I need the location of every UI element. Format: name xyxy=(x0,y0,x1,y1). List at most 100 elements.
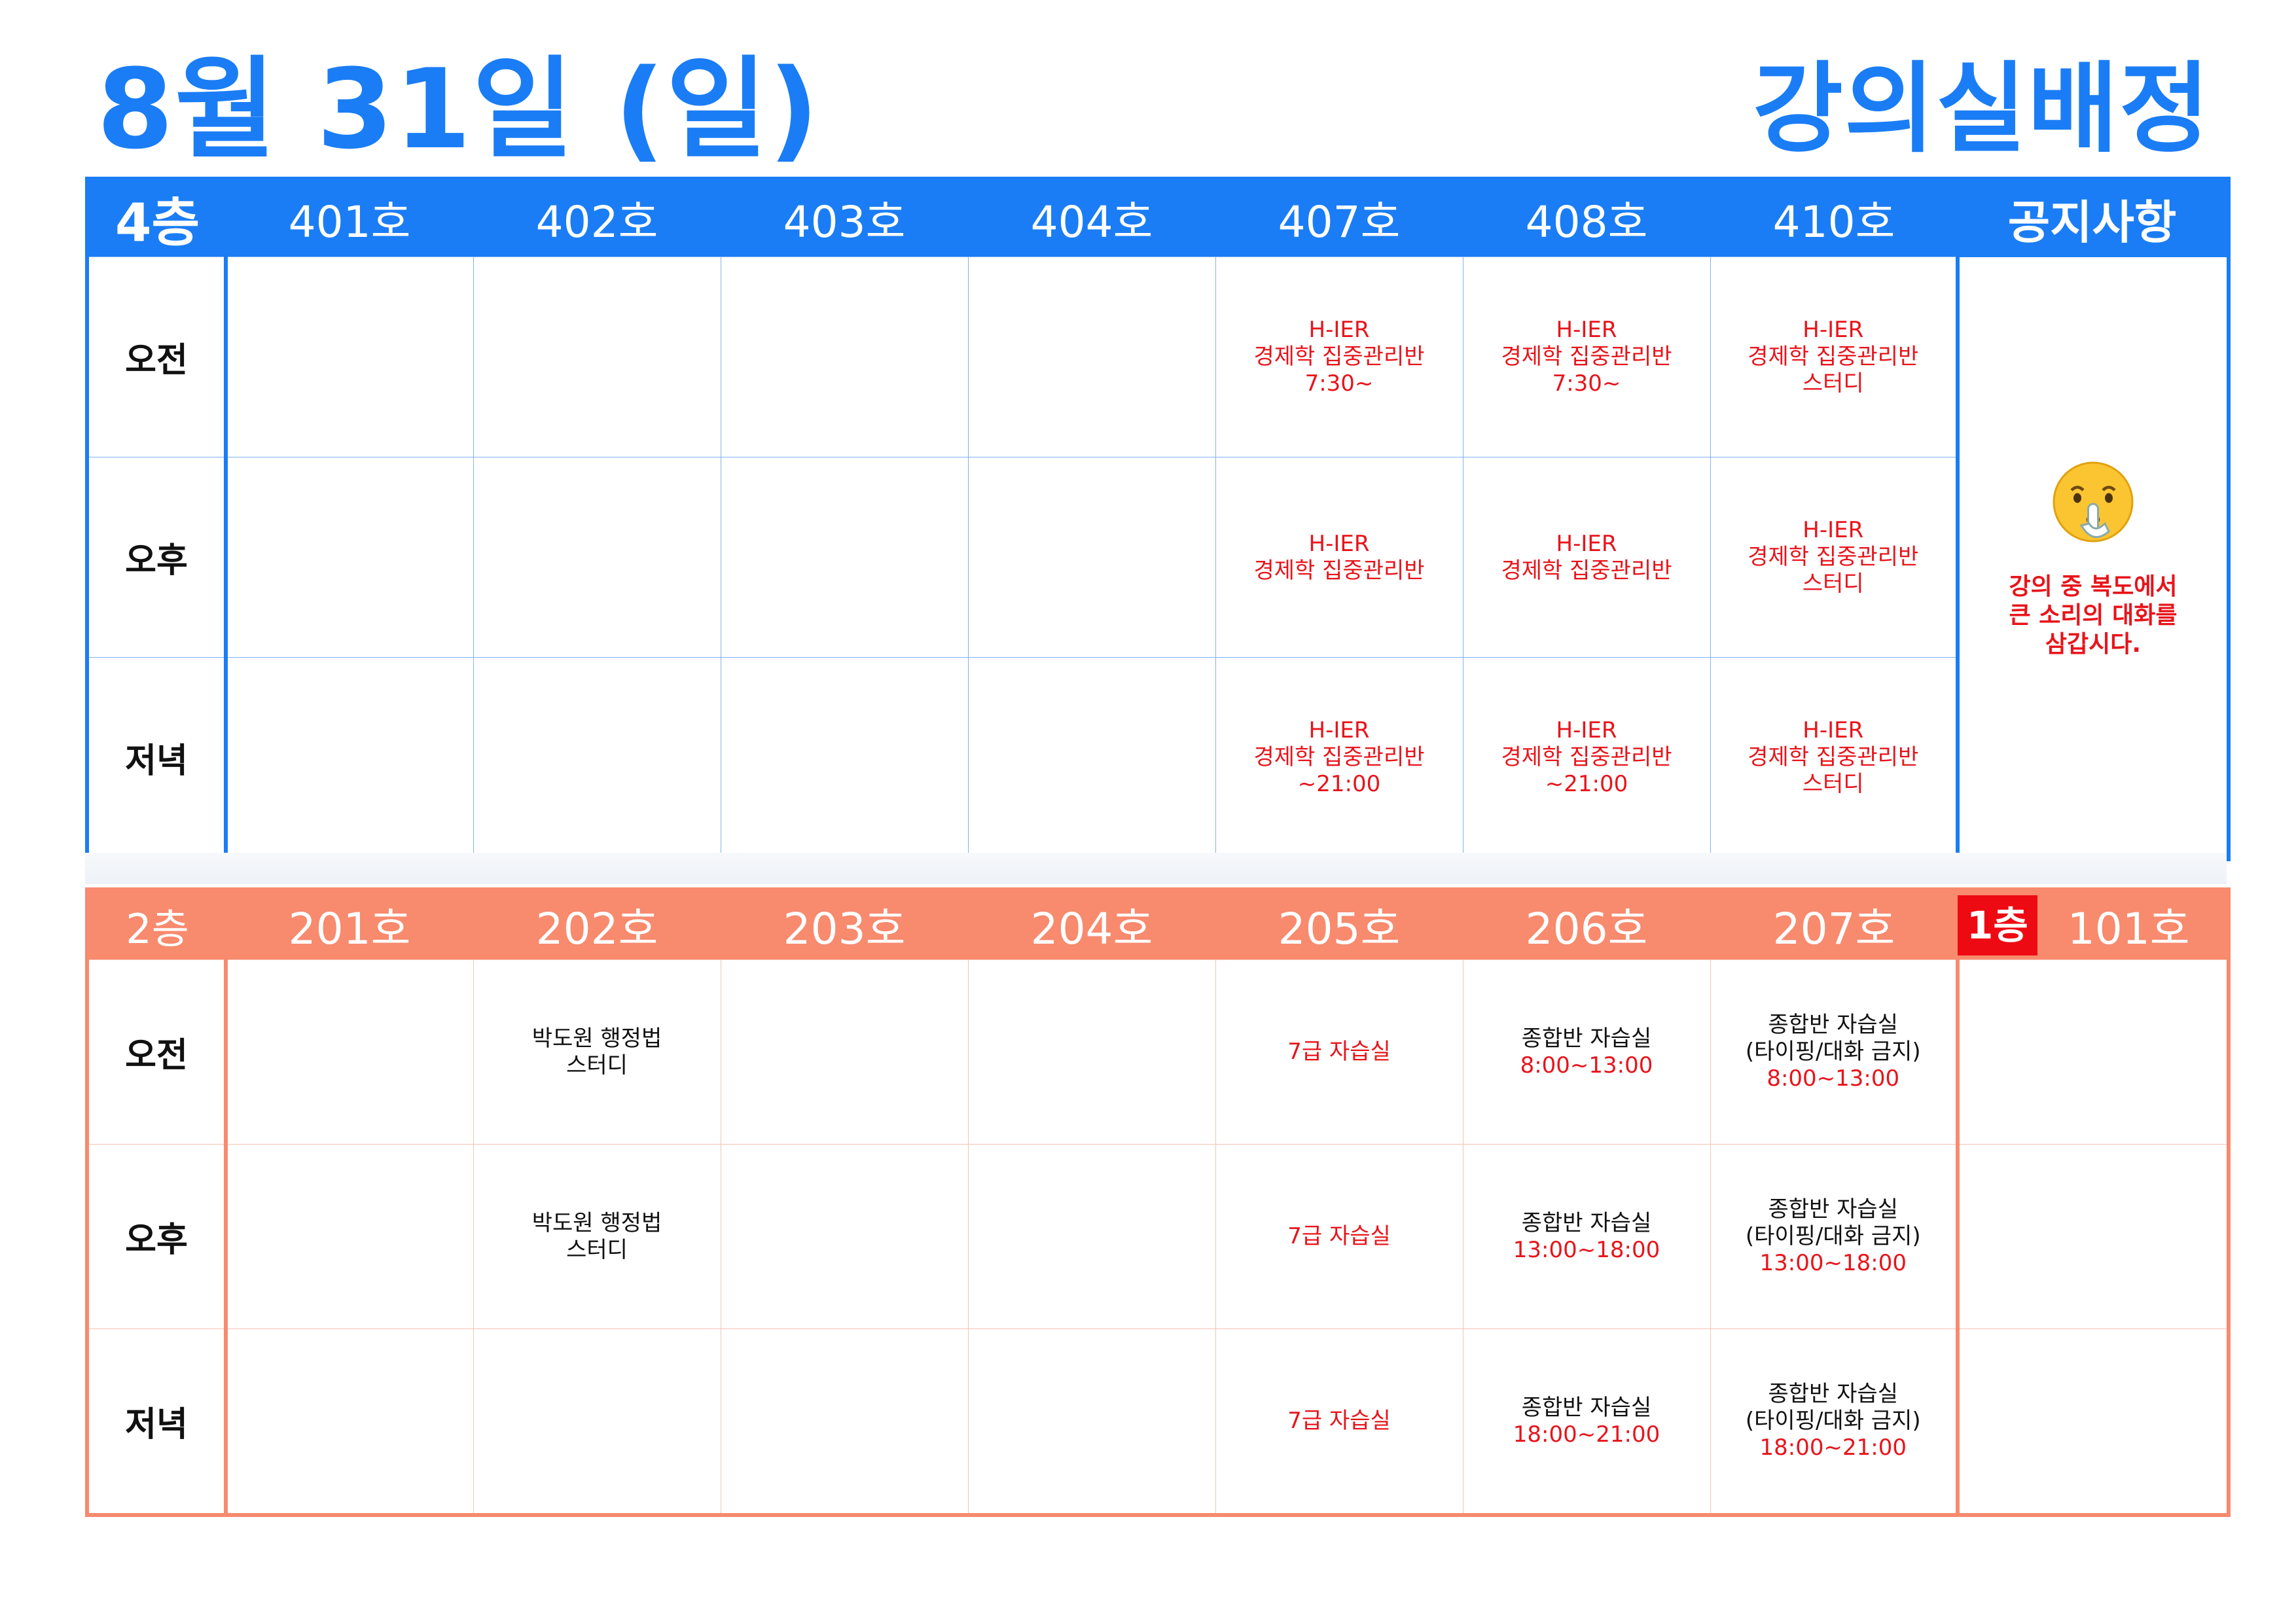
cell-201-morning xyxy=(225,959,474,1145)
cell-line: 7:30~ xyxy=(1304,370,1374,397)
cell-line: 스터디 xyxy=(566,1236,628,1263)
room-101-header: 101호 xyxy=(2067,904,2190,954)
room-202-header: 202호 xyxy=(473,889,721,960)
cell-407-afternoon: H-IER 경제학 집중관리반 xyxy=(1215,457,1463,658)
room-407-header: 407호 xyxy=(1215,179,1463,257)
cell-205-evening: 7급 자습실 xyxy=(1215,1329,1463,1516)
cell-403-morning xyxy=(720,257,969,457)
period-label-evening: 저녁 xyxy=(86,1329,228,1516)
cell-line: 8:00~13:00 xyxy=(1767,1065,1900,1092)
cell-202-afternoon: 박도원 행정법 스터디 xyxy=(473,1144,721,1329)
cell-402-afternoon xyxy=(473,457,721,658)
floor4-row-evening: 저녁 H-IER 경제학 집중관리반 ~21:00 H-IER 경제학 집중관리… xyxy=(86,657,2229,860)
room-408-header: 408호 xyxy=(1463,179,1710,257)
cell-207-evening: 종합반 자습실 (타이핑/대화 금지) 18:00~21:00 xyxy=(1710,1329,1958,1516)
cell-410-afternoon: H-IER 경제학 집중관리반 스터디 xyxy=(1710,457,1958,658)
cell-line: 7:30~ xyxy=(1552,370,1621,397)
cell-408-afternoon: H-IER 경제학 집중관리반 xyxy=(1462,457,1711,658)
period-label-morning: 오전 xyxy=(86,959,228,1145)
cell-207-morning: 종합반 자습실 (타이핑/대화 금지) 8:00~13:00 xyxy=(1710,959,1958,1145)
cell-line: 종합반 자습실 xyxy=(1521,1209,1652,1236)
cell-line: H-IER xyxy=(1803,717,1864,743)
notice-header: 공지사항 xyxy=(1958,179,2229,257)
cell-line: 경제학 집중관리반 xyxy=(1748,544,1919,570)
floor4-label: 4층 xyxy=(87,179,226,257)
cell-line: 13:00~18:00 xyxy=(1513,1236,1660,1263)
room-205-header: 205호 xyxy=(1215,889,1463,960)
cell-206-afternoon: 종합반 자습실 13:00~18:00 xyxy=(1462,1144,1711,1329)
cell-line: 경제학 집중관리반 xyxy=(1501,344,1672,370)
cell-202-morning: 박도원 행정법 스터디 xyxy=(473,959,721,1145)
floor2-row-morning: 오전 박도원 행정법 스터디 7급 자습실 종합반 자습실 8:00~13:00… xyxy=(86,959,2229,1145)
room-403-header: 403호 xyxy=(721,179,968,257)
cell-line: 경제학 집중관리반 xyxy=(1748,344,1919,370)
cell-402-morning xyxy=(473,257,721,457)
cell-line: 박도원 행정법 xyxy=(531,1209,662,1236)
room-206-header: 206호 xyxy=(1463,889,1710,960)
cell-line: 경제학 집중관리반 xyxy=(1253,344,1425,370)
cell-line: ~21:00 xyxy=(1545,771,1628,797)
cell-403-evening xyxy=(720,657,969,860)
cell-line: 종합반 자습실 xyxy=(1768,1012,1899,1038)
cell-404-evening xyxy=(967,657,1216,860)
cell-line: H-IER xyxy=(1556,530,1617,557)
cell-line: (타이핑/대화 금지) xyxy=(1745,1408,1921,1434)
cell-line: 종합반 자습실 xyxy=(1521,1394,1652,1421)
cell-line: H-IER xyxy=(1556,317,1617,343)
cell-402-evening xyxy=(473,657,721,860)
cell-line: 경제학 집중관리반 xyxy=(1253,744,1425,770)
cell-line: 스터디 xyxy=(566,1052,628,1079)
cell-line: 종합반 자습실 xyxy=(1768,1196,1899,1222)
cell-202-evening xyxy=(473,1329,721,1516)
cell-203-afternoon xyxy=(720,1144,969,1329)
floor2-schedule-table: 2층 201호 202호 203호 204호 205호 206호 207호 1층… xyxy=(85,887,2231,1517)
floor-divider xyxy=(85,853,2227,884)
cell-line: ~21:00 xyxy=(1297,771,1381,797)
cell-line: 스터디 xyxy=(1802,771,1864,797)
room-201-header: 201호 xyxy=(226,889,473,960)
room-203-header: 203호 xyxy=(721,889,968,960)
cell-206-morning: 종합반 자습실 8:00~13:00 xyxy=(1462,959,1711,1145)
room-410-header: 410호 xyxy=(1710,179,1958,257)
floor4-row-morning: 오전 H-IER 경제학 집중관리반 7:30~ H-IER 경제학 집중관리반… xyxy=(86,257,2229,860)
cell-line: H-IER xyxy=(1308,717,1370,743)
cell-line: 경제학 집중관리반 xyxy=(1501,744,1672,770)
cell-403-afternoon xyxy=(720,457,969,658)
room-401-header: 401호 xyxy=(226,179,473,257)
cell-line: H-IER xyxy=(1556,717,1617,743)
cell-line: 13:00~18:00 xyxy=(1759,1250,1907,1276)
period-label-morning: 오전 xyxy=(86,257,228,457)
cell-401-afternoon xyxy=(225,457,474,658)
room-204-header: 204호 xyxy=(968,889,1215,960)
notice-line: 삼갑시다. xyxy=(2045,631,2142,658)
cell-line: 경제학 집중관리반 xyxy=(1501,557,1672,584)
room-402-header: 402호 xyxy=(473,179,721,257)
cell-line: H-IER xyxy=(1803,517,1864,543)
floor2-header-row: 2층 201호 202호 203호 204호 205호 206호 207호 1층… xyxy=(87,889,2229,960)
cell-line: H-IER xyxy=(1308,530,1370,557)
cell-204-afternoon xyxy=(967,1144,1216,1329)
cell-205-afternoon: 7급 자습실 xyxy=(1215,1144,1463,1329)
cell-101-morning xyxy=(1956,959,2229,1145)
floor4-row-afternoon: 오후 H-IER 경제학 집중관리반 H-IER 경제학 집중관리반 H-IER… xyxy=(86,457,2229,658)
page-title: 강의실배정 xyxy=(1752,52,2211,166)
cell-line: 7급 자습실 xyxy=(1287,1039,1391,1065)
cell-line: (타이핑/대화 금지) xyxy=(1745,1223,1921,1249)
cell-101-afternoon xyxy=(1956,1144,2229,1329)
floor2-row-evening: 저녁 7급 자습실 종합반 자습실 18:00~21:00 종합반 자습실 (타… xyxy=(86,1329,2229,1516)
notice-line: 강의 중 복도에서 xyxy=(2009,573,2178,601)
floor1-badge: 1층 xyxy=(1958,895,2037,955)
floor1-header: 1층 101호 xyxy=(1958,889,2229,960)
cell-line: 7급 자습실 xyxy=(1287,1223,1391,1249)
floor2-label: 2층 xyxy=(87,889,226,960)
shushing-face-icon xyxy=(2053,461,2134,543)
cell-408-evening: H-IER 경제학 집중관리반 ~21:00 xyxy=(1462,657,1711,860)
notice-cell: 강의 중 복도에서 큰 소리의 대화를 삼갑시다. xyxy=(1956,257,2229,860)
cell-line: 7급 자습실 xyxy=(1287,1408,1391,1434)
room-404-header: 404호 xyxy=(968,179,1215,257)
period-label-afternoon: 오후 xyxy=(86,457,228,658)
cell-203-morning xyxy=(720,959,969,1145)
period-label-afternoon: 오후 xyxy=(86,1144,228,1329)
cell-407-morning: H-IER 경제학 집중관리반 7:30~ xyxy=(1215,257,1463,457)
cell-line: 종합반 자습실 xyxy=(1521,1025,1652,1052)
